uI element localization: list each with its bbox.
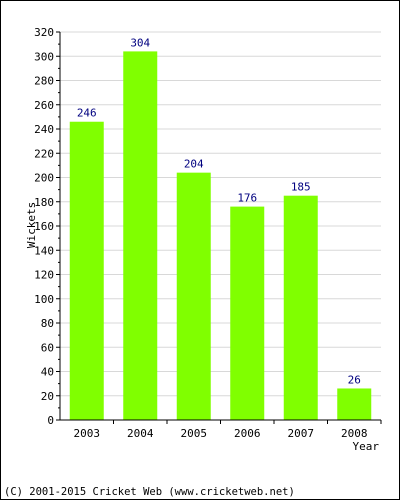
x-tick-label-2008: 2008 [341,427,368,440]
data-label-2004: 304 [130,36,150,49]
x-tick-label-2006: 2006 [234,427,261,440]
bar-2005 [176,172,211,420]
y-tick-label: 240 [34,123,54,136]
y-tick-label: 220 [34,147,54,160]
y-axis-title: Wickets [25,202,38,248]
x-tick-label-2004: 2004 [127,427,154,440]
y-tick-label: 320 [34,26,54,39]
x-tick-label-2003: 2003 [74,427,101,440]
y-tick-label: 280 [34,75,54,88]
data-label-2003: 246 [77,107,97,120]
x-axis-ticks: 2003 2004 2005 2006 2007 2008 [74,420,382,440]
bar-2003 [69,121,104,420]
y-tick-label: 60 [41,341,54,354]
y-tick-label: 200 [34,172,54,185]
x-tick-label-2007: 2007 [288,427,315,440]
y-tick-label: 160 [34,220,54,233]
grid-lines [60,31,381,397]
y-axis-ticks: 0 20 40 60 80 100 120 140 160 180 200 220 240 260 280 3… [34,26,60,427]
data-label-2006: 176 [237,192,257,205]
bar-2006 [230,206,265,420]
x-axis-title: Year [353,440,380,453]
y-tick-label: 300 [34,50,54,63]
y-tick-label: 260 [34,99,54,112]
y-tick-label: 40 [41,366,54,379]
y-tick-label: 100 [34,293,54,306]
data-label-2005: 204 [184,158,204,171]
bars [69,51,372,421]
bar-2004 [123,51,158,421]
data-label-2007: 185 [291,181,311,194]
data-labels: 246 304 204 176 185 26 [77,36,361,386]
data-label-2008: 26 [348,373,361,386]
copyright-text: (C) 2001-2015 Cricket Web (www.cricketwe… [4,486,295,498]
bar-2008 [337,388,372,420]
y-tick-label: 80 [41,317,54,330]
bar-2007 [283,195,318,420]
y-tick-label: 0 [47,414,54,427]
y-tick-label: 180 [34,196,54,209]
y-tick-label: 120 [34,269,54,282]
y-tick-label: 140 [34,244,54,257]
x-tick-label-2005: 2005 [181,427,208,440]
y-tick-label: 20 [41,390,54,403]
